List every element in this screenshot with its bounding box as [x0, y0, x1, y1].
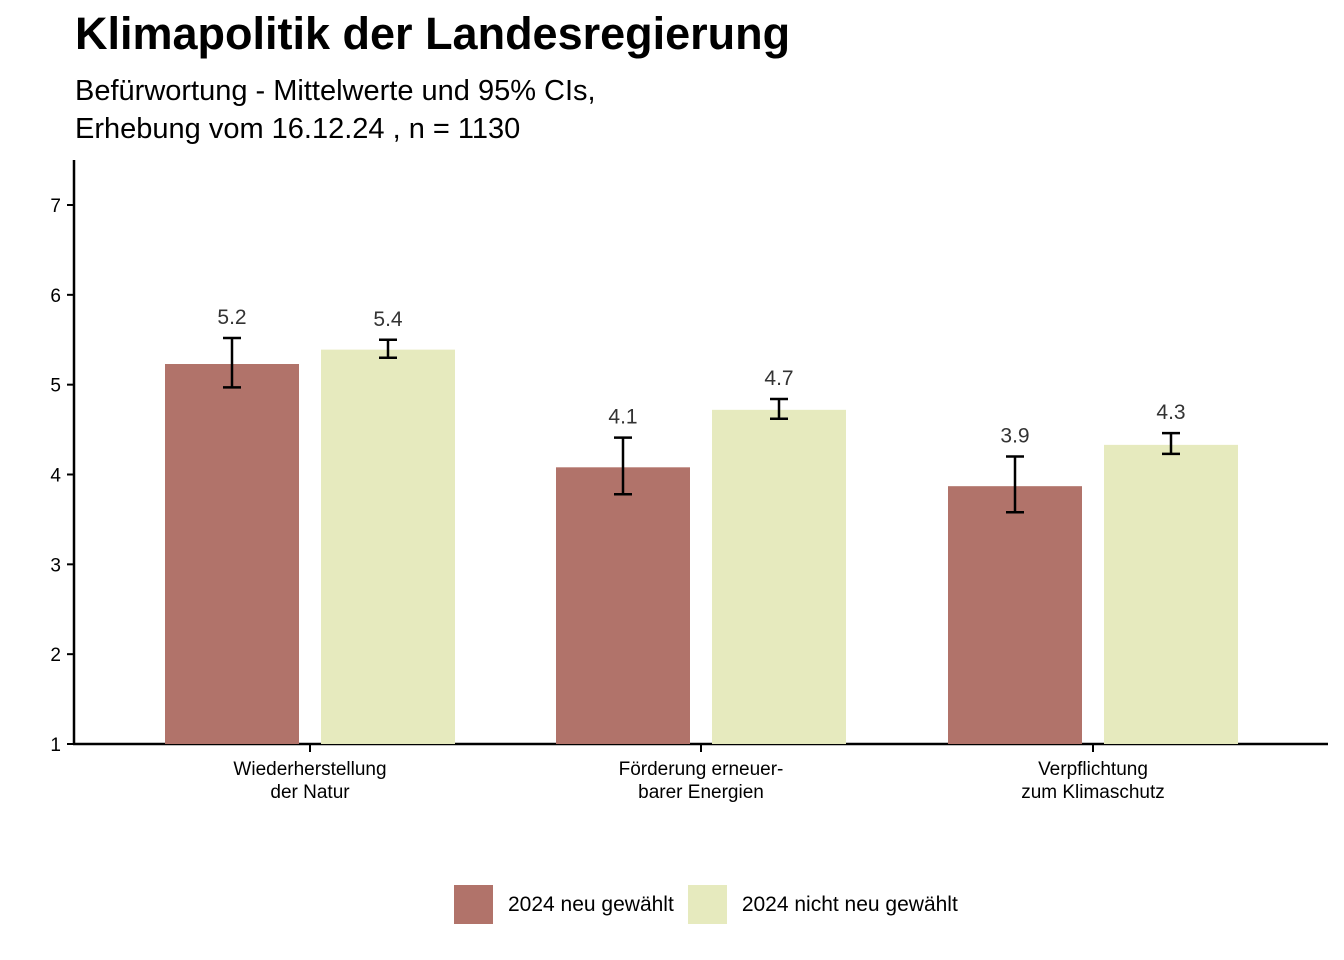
y-tick-label: 5 — [50, 376, 61, 397]
legend-swatch-series-1 — [454, 885, 493, 924]
x-tick-label: Förderung erneuer- — [619, 759, 784, 780]
y-tick-label: 2 — [50, 645, 61, 666]
y-tick-label: 1 — [50, 735, 61, 756]
legend-label-series-1: 2024 neu gewählt — [508, 892, 674, 916]
data-label: 4.1 — [608, 406, 637, 429]
data-label: 4.7 — [764, 367, 793, 390]
legend-item-series-1: 2024 neu gewählt — [454, 885, 674, 924]
y-tick-label: 6 — [50, 286, 61, 307]
data-label: 5.2 — [217, 306, 246, 329]
x-tick-label: der Natur — [270, 782, 350, 803]
bar — [165, 364, 299, 744]
legend-swatch-series-2 — [687, 885, 727, 924]
x-tick-label: Verpflichtung — [1038, 759, 1148, 780]
subtitle-line-1: Befürwortung - Mittelwerte und 95% CIs, — [75, 75, 596, 107]
x-tick-label: Wiederherstellung — [233, 759, 386, 780]
legend-item-series-2: 2024 nicht neu gewählt — [687, 885, 958, 924]
chart-title: Klimapolitik der Landesregierung — [75, 8, 791, 59]
data-label: 3.9 — [1000, 425, 1029, 448]
y-tick-label: 4 — [50, 466, 61, 487]
data-label: 4.3 — [1156, 401, 1185, 424]
subtitle-line-2: Erhebung vom 16.12.24 , n = 1130 — [75, 113, 521, 145]
chart-subtitle: Befürwortung - Mittelwerte und 95% CIs, … — [75, 72, 596, 148]
legend-label-series-2: 2024 nicht neu gewählt — [741, 892, 958, 916]
x-tick-label: zum Klimaschutz — [1021, 782, 1165, 803]
legend: 2024 neu gewählt 2024 nicht neu gewählt — [454, 885, 972, 924]
data-label: 5.4 — [373, 308, 403, 331]
bar — [948, 486, 1082, 744]
bar — [712, 409, 846, 744]
y-tick-label: 7 — [50, 196, 61, 217]
bar — [1104, 444, 1238, 744]
bar — [556, 467, 690, 744]
x-tick-label: barer Energien — [638, 782, 764, 803]
y-tick-label: 3 — [50, 555, 61, 576]
bar — [321, 349, 455, 744]
